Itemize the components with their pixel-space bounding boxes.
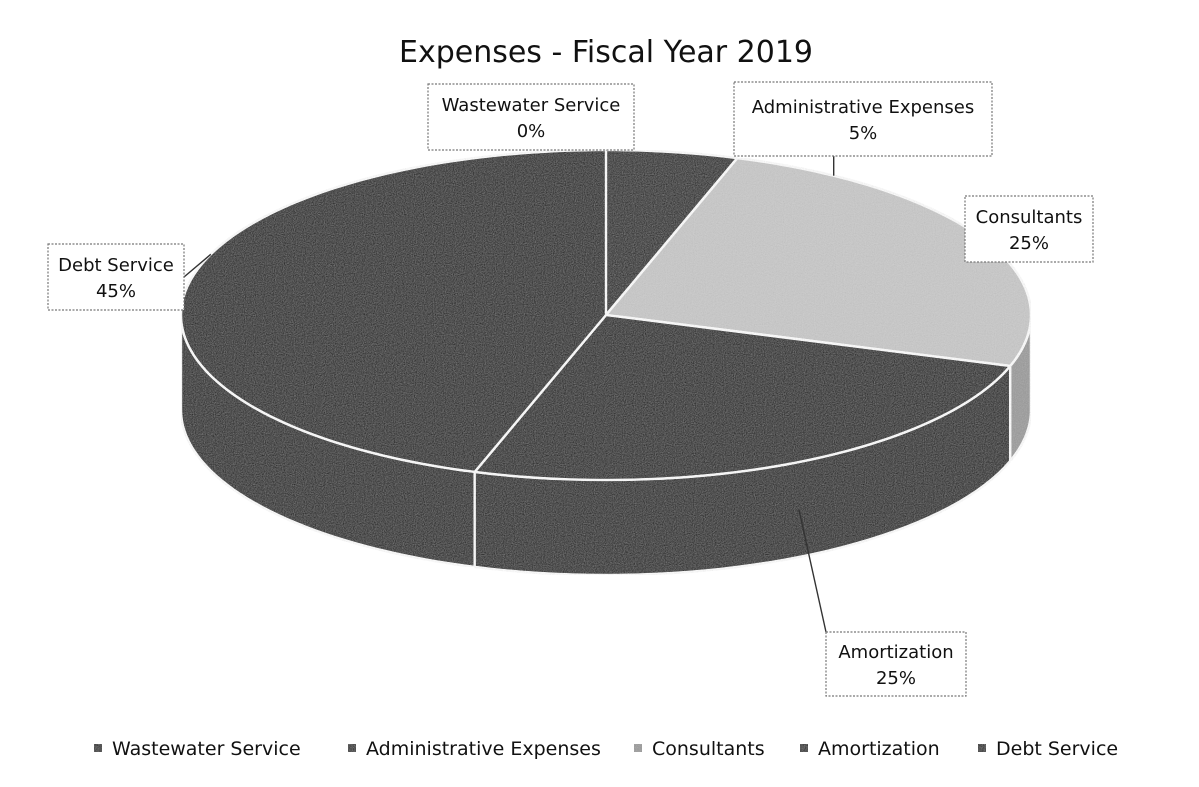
data-label-wastewater-service: Wastewater Service 0%	[427, 83, 635, 151]
pie-slices	[179, 148, 1033, 577]
pie-slice-amortization	[472, 313, 1013, 482]
callout-box	[47, 243, 185, 311]
leader-line	[798, 509, 827, 633]
data-label-category: Wastewater Service	[442, 95, 621, 116]
data-label-amortization: Amortization 25%	[798, 509, 967, 697]
legend-label: Amortization	[818, 738, 940, 760]
data-label-percent: 0%	[517, 121, 546, 142]
data-label-debt-service: Debt Service 45%	[47, 243, 212, 311]
callout-box	[825, 631, 967, 697]
legend-label: Wastewater Service	[112, 738, 301, 760]
legend-item-amortization: Amortization	[800, 738, 940, 760]
legend-item-wastewater-service: Wastewater Service	[94, 738, 301, 760]
legend-swatch	[94, 744, 102, 752]
legend-swatch	[800, 744, 808, 752]
callout-box	[733, 81, 993, 157]
leader-line	[183, 253, 212, 278]
data-label-percent: 5%	[849, 123, 878, 144]
legend-item-administrative-expenses: Administrative Expenses	[348, 738, 601, 760]
legend-item-debt-service: Debt Service	[978, 738, 1118, 760]
legend-swatch	[348, 744, 356, 752]
callout-box	[964, 195, 1094, 263]
data-label-category: Debt Service	[58, 255, 174, 276]
legend: Wastewater Service Administrative Expense…	[94, 738, 1118, 760]
legend-swatch	[978, 744, 986, 752]
data-label-category: Amortization	[838, 642, 953, 663]
data-label-category: Administrative Expenses	[752, 97, 975, 118]
chart-title: Expenses - Fiscal Year 2019	[399, 35, 813, 70]
data-label-consultants: Consultants 25%	[964, 195, 1094, 263]
data-label-percent: 25%	[876, 668, 916, 689]
legend-label: Consultants	[652, 738, 765, 760]
legend-swatch	[634, 744, 642, 752]
data-labels: Wastewater Service 0% Administrative Expen…	[47, 81, 1094, 697]
legend-item-consultants: Consultants	[634, 738, 765, 760]
callout-box	[427, 83, 635, 151]
legend-label: Debt Service	[996, 738, 1118, 760]
data-label-category: Consultants	[976, 207, 1083, 228]
data-label-administrative-expenses: Administrative Expenses 5%	[733, 81, 993, 176]
pie-slice-debt-service	[179, 148, 608, 474]
data-label-percent: 45%	[96, 281, 136, 302]
data-label-percent: 25%	[1009, 233, 1049, 254]
legend-label: Administrative Expenses	[366, 738, 601, 760]
